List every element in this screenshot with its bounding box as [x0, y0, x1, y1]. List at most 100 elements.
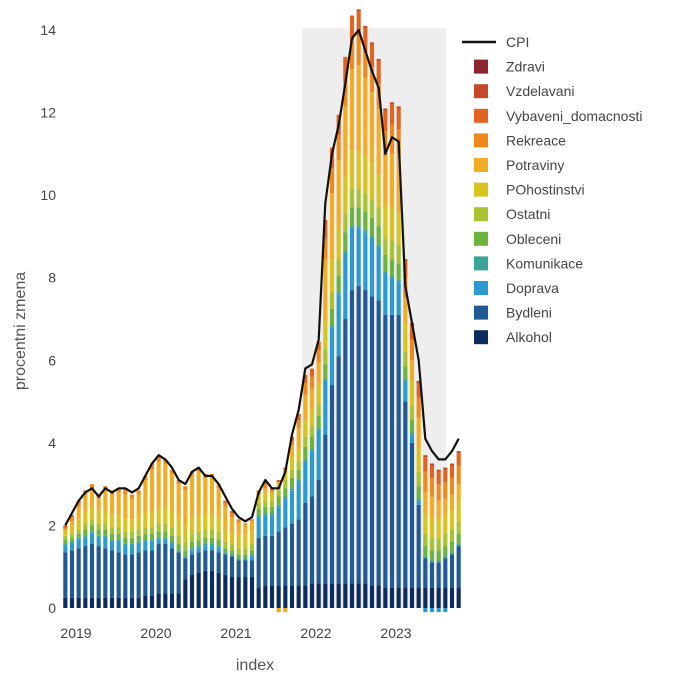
- bar-segment: [429, 465, 435, 478]
- bar-segment: [89, 525, 95, 532]
- bar-segment: [423, 608, 428, 613]
- bar-segment: [76, 548, 81, 598]
- bar-segment: [349, 188, 355, 208]
- bar-segment: [109, 550, 115, 598]
- bar-segment: [336, 135, 341, 161]
- bar-segment: [429, 463, 435, 466]
- bar-segment: [89, 544, 95, 598]
- bar-segment: [323, 434, 328, 584]
- y-tick-label: 12: [40, 105, 56, 121]
- legend-item[interactable]: Komunikace: [474, 255, 583, 271]
- legend-item[interactable]: Doprava: [474, 280, 559, 296]
- bar-segment: [263, 515, 268, 536]
- legend-item[interactable]: Bydleni: [474, 305, 552, 321]
- bar-segment: [449, 587, 455, 608]
- bar-segment: [236, 523, 241, 536]
- legend-color-swatch: [474, 281, 488, 295]
- bar-segment: [449, 541, 455, 553]
- bar-segment: [303, 382, 308, 396]
- bar-segment: [376, 58, 381, 61]
- bar-segment: [396, 279, 401, 282]
- bar-segment: [456, 587, 461, 608]
- bar-segment: [423, 492, 428, 514]
- bar-segment: [283, 498, 288, 528]
- legend-item[interactable]: Obleceni: [474, 231, 561, 247]
- bar-segment: [263, 488, 268, 493]
- bar-segment: [143, 541, 148, 551]
- bar-segment: [309, 389, 315, 410]
- bar-segment: [356, 226, 361, 229]
- bar-segment: [243, 558, 248, 561]
- bar-segment: [276, 531, 281, 586]
- bar-segment: [149, 541, 155, 551]
- bar-segment: [343, 56, 348, 82]
- bar-segment: [156, 539, 161, 545]
- bar-segment: [163, 523, 168, 532]
- bar-segment: [396, 314, 401, 588]
- bar-segment: [223, 502, 228, 507]
- bar-segment: [323, 238, 328, 260]
- legend-item[interactable]: CPI: [462, 34, 529, 50]
- bar-segment: [176, 484, 181, 520]
- bar-segment: [83, 510, 88, 524]
- legend-item[interactable]: Alkohol: [474, 329, 552, 345]
- legend-item[interactable]: Zdravi: [474, 59, 545, 75]
- bar-segment: [283, 527, 288, 586]
- bar-segment: [369, 44, 375, 68]
- bar-segment: [349, 15, 355, 41]
- bar-segment: [109, 541, 115, 551]
- bar-segment: [156, 544, 161, 594]
- bar-segment: [329, 583, 335, 608]
- legend-item[interactable]: Rekreace: [474, 132, 566, 148]
- bar-segment: [63, 529, 68, 536]
- y-tick-label: 8: [48, 270, 56, 286]
- legend-label: Alkohol: [506, 329, 552, 345]
- legend-item[interactable]: Vybaveni_domacnosti: [474, 108, 642, 124]
- bar-segment: [123, 531, 128, 538]
- bar-segment: [389, 102, 395, 105]
- bar-segment: [409, 587, 415, 608]
- bar-segment: [183, 525, 188, 542]
- bar-segment: [409, 442, 415, 588]
- bar-segment: [249, 519, 255, 522]
- bar-segment: [283, 488, 288, 497]
- bar-segment: [203, 550, 208, 571]
- bar-segment: [143, 595, 148, 608]
- bar-segment: [149, 539, 155, 542]
- bar-segment: [256, 515, 261, 518]
- bar-segment: [289, 457, 295, 470]
- bar-segment: [376, 108, 381, 175]
- bar-segment: [316, 480, 321, 584]
- bar-segment: [103, 535, 108, 538]
- bar-segment: [263, 535, 268, 586]
- legend-label: Vybaveni_domacnosti: [506, 108, 642, 124]
- bar-segment: [249, 531, 255, 545]
- bar-segment: [416, 397, 421, 419]
- bar-segment: [196, 546, 201, 549]
- bar-segment: [236, 558, 241, 561]
- bar-segment: [216, 552, 221, 573]
- bar-segment: [343, 250, 348, 253]
- bar-segment: [303, 374, 308, 383]
- legend-label: Zdravi: [506, 59, 545, 75]
- x-axis: 2019 2020 2021 2022 2023: [60, 625, 411, 641]
- legend[interactable]: CPI Zdravi Vzdelavani Vybaveni_domacnosti Re…: [462, 34, 642, 345]
- bar-segment: [83, 494, 88, 511]
- plot-area: [63, 9, 461, 613]
- bar-segment: [409, 405, 415, 421]
- legend-item[interactable]: Ostatni: [474, 206, 550, 222]
- legend-item[interactable]: Potraviny: [474, 157, 564, 173]
- bar-segment: [336, 226, 341, 260]
- bar-segment: [76, 529, 81, 534]
- legend-item[interactable]: POhostinstvi: [474, 182, 585, 198]
- bar-segment: [296, 449, 301, 462]
- legend-label: CPI: [506, 34, 529, 50]
- bar-segment: [429, 537, 435, 551]
- bar-segment: [163, 459, 168, 464]
- legend-item[interactable]: Vzdelavani: [474, 83, 575, 99]
- bar-segment: [329, 259, 335, 293]
- bar-segment: [336, 275, 341, 293]
- bar-segment: [316, 362, 321, 383]
- bar-segment: [403, 366, 408, 379]
